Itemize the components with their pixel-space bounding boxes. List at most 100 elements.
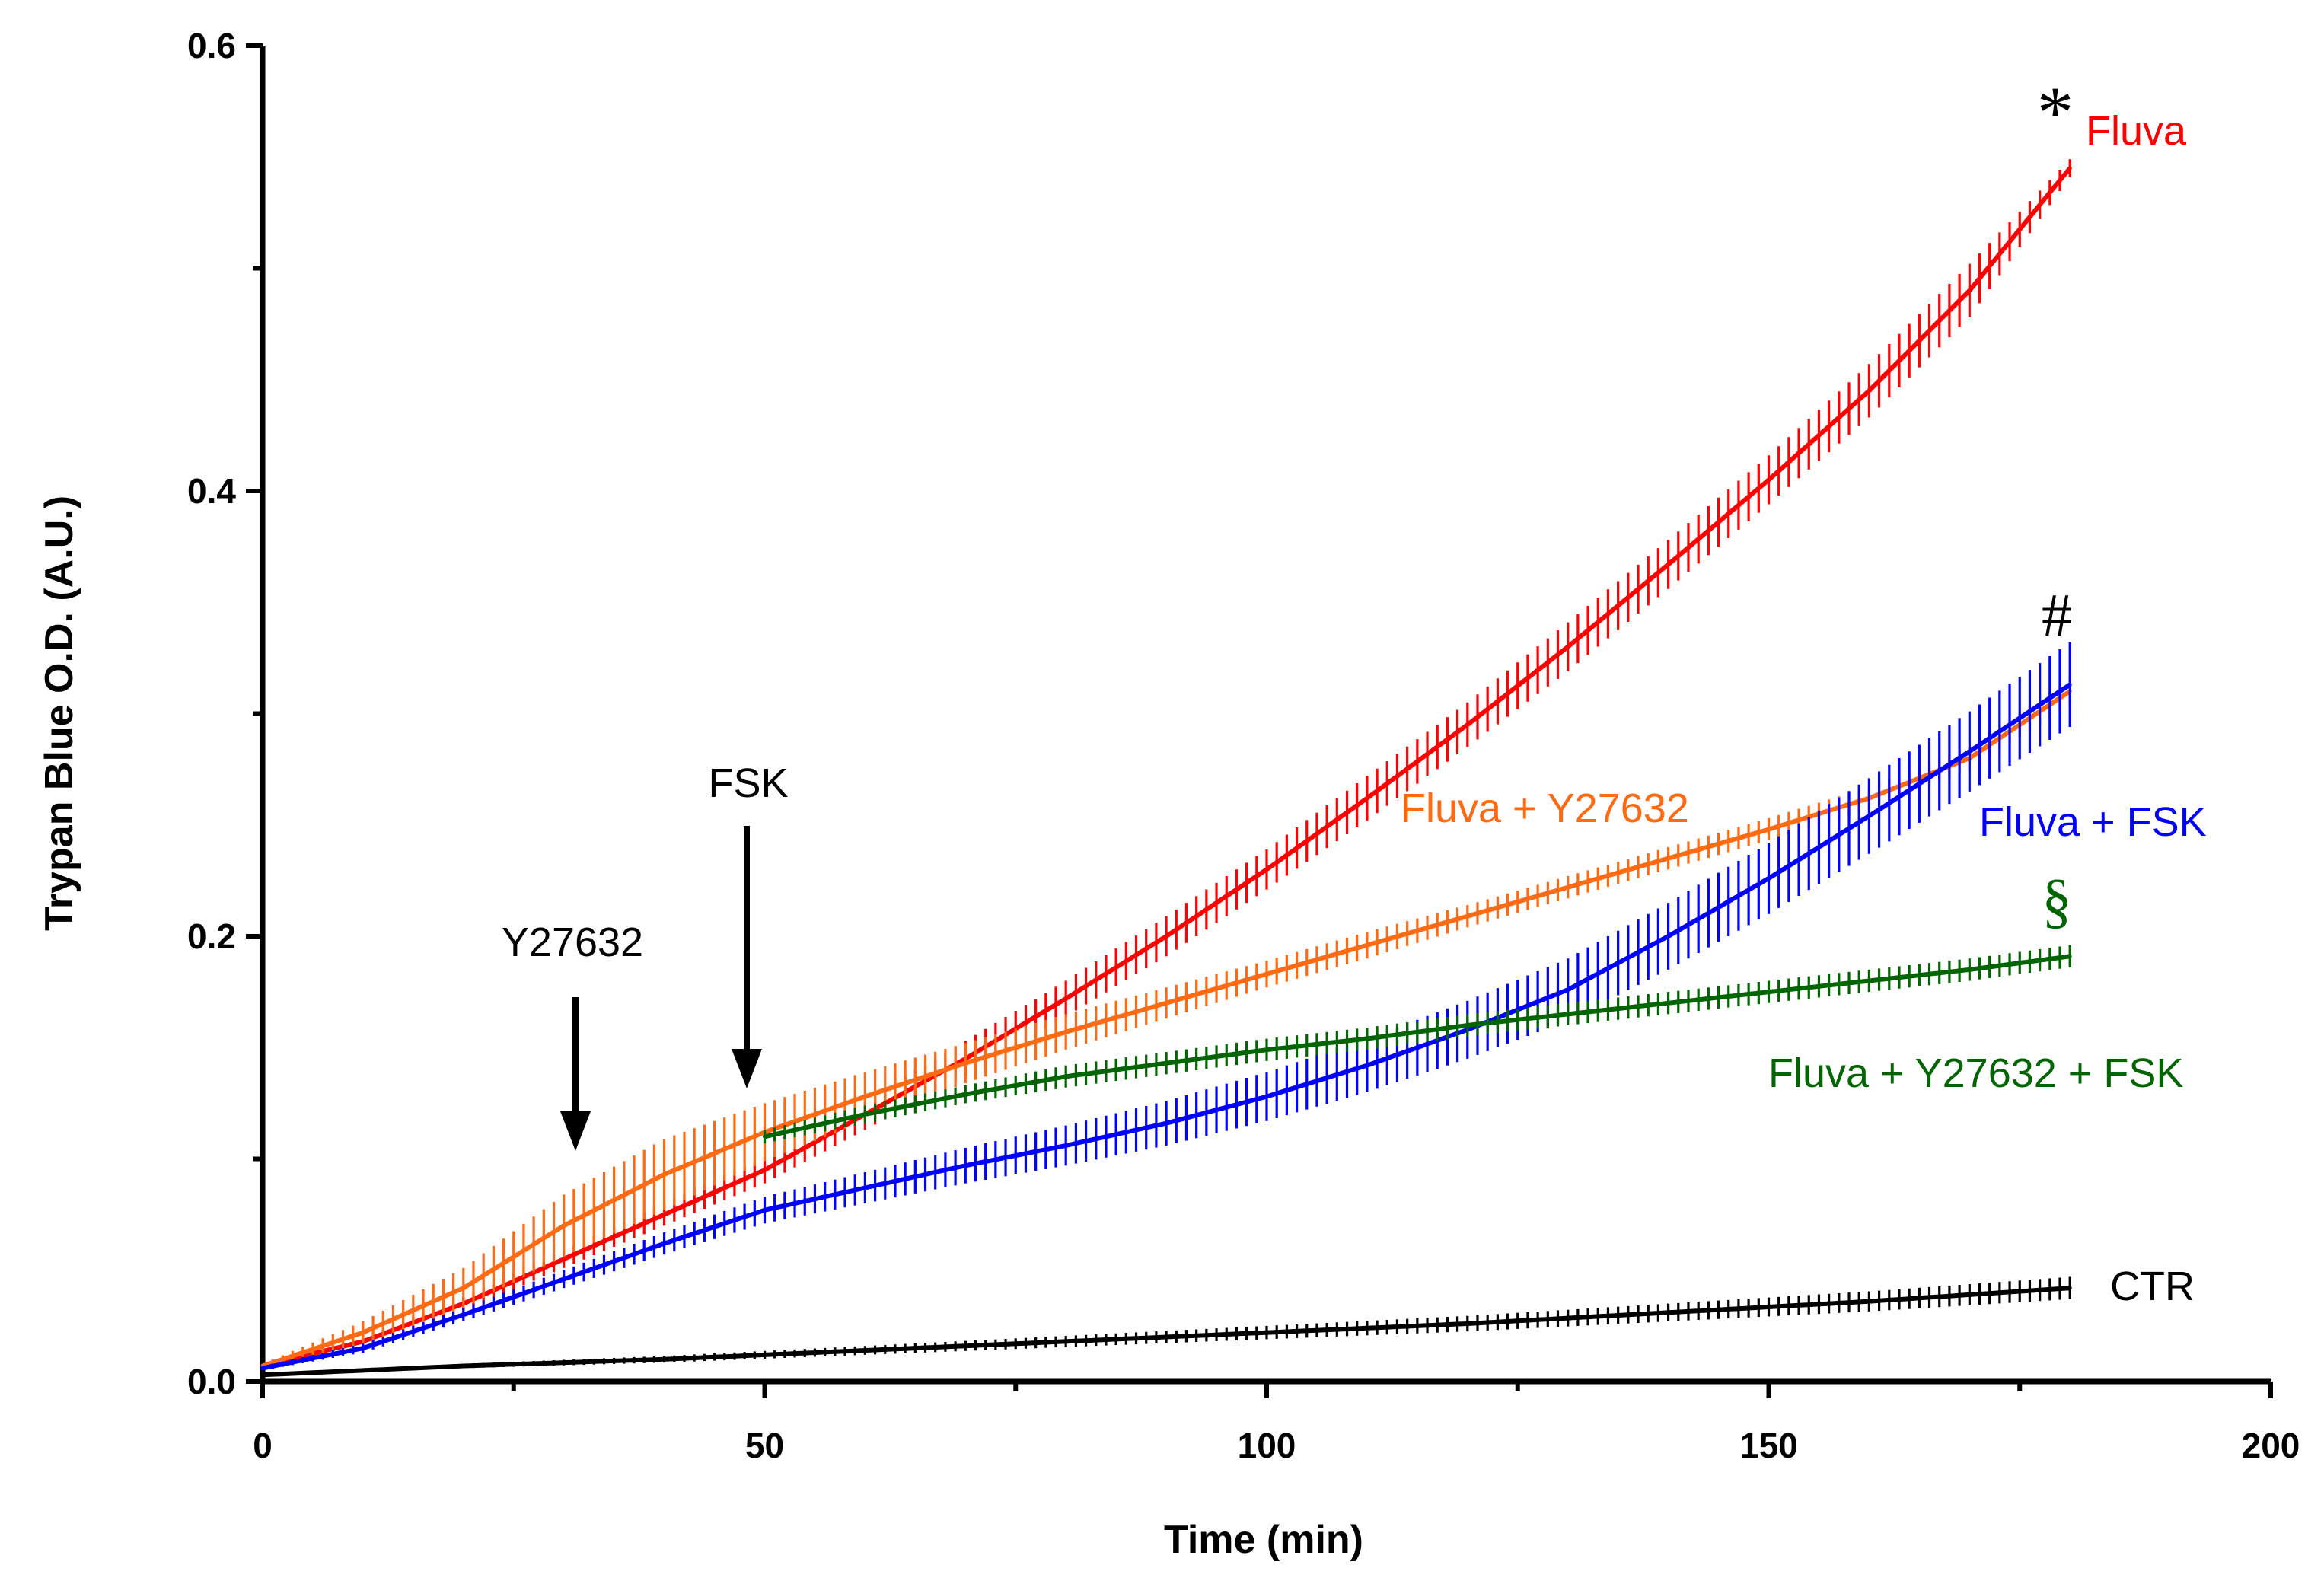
point-fluva-fsk-10	[1264, 1095, 1269, 1099]
series-layer	[260, 159, 2072, 1378]
point-ctr-6	[1465, 1321, 1470, 1326]
point-fluva-fsk-3	[562, 1276, 566, 1281]
x-axis-title: Time (min)	[1164, 1518, 1363, 1562]
point-fluva-y27632-fsk-6	[1365, 1037, 1369, 1041]
point-fluva-y27632-14	[1666, 856, 1671, 861]
point-fluva-14	[1666, 563, 1671, 567]
point-fluva-y27632-fsk-2	[963, 1092, 968, 1097]
x-tick-label-150: 150	[1739, 1426, 1798, 1465]
point-ctr-4	[1063, 1339, 1068, 1343]
point-fluva-4	[662, 1213, 667, 1217]
annotation-y27632-arrowhead	[560, 1111, 591, 1151]
series-label-fluva: Fluva	[2086, 108, 2187, 154]
series-label-fluva-y27632-fsk: Fluva + Y27632 + FSK	[1768, 1050, 2183, 1096]
point-fluva-16	[1867, 388, 1871, 393]
point-fluva-fsk-5	[763, 1208, 767, 1213]
point-fluva-y27632-3	[562, 1223, 566, 1228]
point-fluva-fsk-13	[1566, 987, 1570, 992]
point-fluva-y27632-fsk-7	[1465, 1023, 1470, 1028]
point-fluva-y27632-fsk-4	[1164, 1061, 1168, 1066]
point-fluva-y27632-10	[1264, 972, 1269, 977]
point-fluva-12	[1465, 722, 1470, 727]
y-axis-ticks: 0.0 0.2 0.4 0.6	[187, 26, 263, 1401]
point-fluva-fsk-2	[461, 1312, 466, 1317]
point-fluva-y27632-fsk-8	[1566, 1012, 1570, 1016]
y-tick-label-3: 0.6	[187, 26, 236, 65]
point-fluva-y27632-2	[461, 1286, 466, 1290]
annotation-y27632-label: Y27632	[502, 919, 643, 965]
annotation-fsk-arrowhead	[732, 1049, 762, 1088]
point-fluva-y27632-8	[1063, 1030, 1068, 1034]
series-label-ctr: CTR	[2110, 1264, 2195, 1309]
point-fluva-11	[1365, 796, 1369, 801]
y-tick-label-2: 0.4	[187, 471, 236, 511]
x-tick-label-0: 0	[253, 1426, 273, 1465]
point-fluva-y27632-fsk-3	[1063, 1074, 1068, 1079]
point-ctr-9	[2067, 1286, 2072, 1290]
series-label-fluva-y27632: Fluva + Y27632	[1401, 786, 1689, 831]
point-fluva-y27632-fsk-10	[1767, 990, 1771, 994]
point-fluva-fsk-0	[260, 1366, 265, 1370]
point-ctr-8	[1867, 1299, 1871, 1304]
point-fluva-y27632-fsk-5	[1264, 1047, 1269, 1052]
point-ctr-7	[1666, 1310, 1671, 1315]
point-fluva-3	[562, 1257, 566, 1261]
point-fluva-y27632-13	[1566, 885, 1570, 890]
point-fluva-fsk-8	[1063, 1143, 1068, 1148]
point-ctr-5	[1264, 1331, 1269, 1335]
point-fluva-fsk-18	[2067, 682, 2072, 687]
point-fluva-y27632-12	[1465, 914, 1470, 919]
point-fluva-fsk-11	[1365, 1063, 1369, 1068]
series-fluva-y27632	[260, 677, 2072, 1369]
significance-star-mark: *	[2037, 72, 2074, 153]
point-fluva-fsk-9	[1164, 1121, 1168, 1126]
y-tick-label-0: 0.0	[187, 1362, 236, 1401]
point-fluva-fsk-7	[963, 1163, 968, 1168]
x-tick-label-200: 200	[2242, 1426, 2300, 1465]
point-fluva-y27632-6	[862, 1095, 867, 1099]
series-line-ctr	[262, 1286, 2071, 1378]
point-fluva-y27632-7	[963, 1061, 968, 1066]
series-label-fluva-fsk: Fluva + FSK	[1979, 799, 2207, 845]
series-line-fluva-y27632-fsk	[764, 954, 2071, 1139]
point-fluva-10	[1264, 867, 1269, 872]
series-line-fluva	[262, 166, 2072, 1369]
point-fluva-13	[1566, 645, 1570, 649]
point-fluva-y27632-15	[1767, 827, 1771, 832]
series-fluva-fsk	[260, 642, 2072, 1371]
x-tick-label-100: 100	[1238, 1426, 1296, 1465]
point-fluva-y27632-fsk-13	[2067, 954, 2072, 958]
annotation-fsk-label: FSK	[708, 760, 788, 806]
point-fluva-y27632-fsk-12	[1967, 967, 1972, 972]
x-tick-label-50: 50	[745, 1426, 784, 1465]
point-fluva-18	[2067, 166, 2072, 171]
y-axis-title: Trypan Blue O.D. (A.U.)	[37, 496, 81, 931]
point-fluva-y27632-fsk-0	[763, 1134, 767, 1139]
point-fluva-y27632-1	[361, 1331, 365, 1335]
point-fluva-y27632-9	[1164, 1001, 1168, 1006]
point-fluva-5	[763, 1168, 767, 1172]
point-fluva-y27632-4	[662, 1172, 667, 1177]
point-fluva-fsk-1	[361, 1346, 365, 1350]
point-fluva-15	[1767, 477, 1771, 482]
point-fluva-y27632-fsk-9	[1666, 1001, 1671, 1006]
point-fluva-8	[1063, 996, 1068, 1001]
point-ctr-1	[461, 1364, 466, 1369]
series-ctr	[260, 1276, 2072, 1378]
point-fluva-9	[1164, 934, 1168, 939]
series-fluva	[260, 159, 2072, 1369]
point-fluva-fsk-16	[1867, 814, 1871, 818]
point-ctr-2	[662, 1357, 667, 1362]
point-fluva-fsk-4	[662, 1241, 667, 1246]
point-fluva-y27632-fsk-11	[1867, 979, 1871, 983]
point-fluva-fsk-17	[1967, 749, 1972, 754]
point-ctr-3	[862, 1348, 867, 1353]
point-fluva-17	[1967, 288, 1972, 293]
series-fluva-y27632-fsk	[763, 945, 2072, 1144]
point-ctr-0	[260, 1372, 265, 1377]
point-fluva-fsk-15	[1767, 876, 1771, 881]
point-fluva-y27632-11	[1365, 943, 1369, 948]
point-fluva-y27632-fsk-1	[862, 1112, 867, 1117]
x-axis-ticks: 0 50 100 150 200	[253, 1382, 2300, 1465]
